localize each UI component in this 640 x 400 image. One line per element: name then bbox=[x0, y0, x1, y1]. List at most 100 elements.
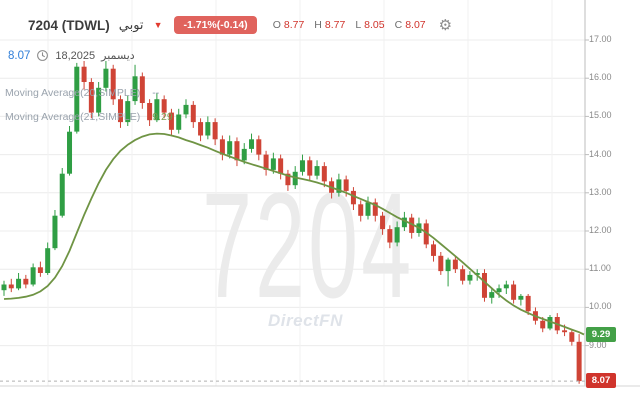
candle-body bbox=[103, 68, 109, 88]
candle-body bbox=[8, 284, 14, 289]
candle-body bbox=[212, 122, 218, 140]
candle-body bbox=[452, 259, 458, 270]
candle-body bbox=[292, 171, 298, 186]
candle-body bbox=[278, 158, 284, 174]
candle-body bbox=[474, 273, 480, 275]
candle-body bbox=[168, 112, 174, 130]
open-value: 8.77 bbox=[283, 19, 305, 31]
symbol-dropdown-caret-icon[interactable]: ▼ bbox=[153, 20, 163, 30]
candle-body bbox=[96, 87, 102, 113]
candle-body bbox=[299, 160, 305, 172]
candle-body bbox=[67, 131, 73, 174]
candle-body bbox=[176, 114, 182, 130]
candle-body bbox=[88, 82, 94, 113]
indicator-legend-ma20[interactable]: Moving Average(20,SIMPLE) -- bbox=[5, 87, 159, 99]
candle-body bbox=[307, 160, 313, 176]
candle-body bbox=[350, 190, 356, 205]
candle-body bbox=[569, 332, 575, 342]
candle-body bbox=[110, 68, 116, 100]
high-label: H bbox=[314, 19, 322, 31]
candle-body bbox=[562, 330, 568, 333]
moving-average-line bbox=[3, 132, 585, 336]
indicator-label: Moving Average(21,SIMPLE) bbox=[5, 111, 141, 123]
candle-body bbox=[409, 217, 415, 233]
candle-body bbox=[576, 341, 582, 382]
candle-body bbox=[336, 179, 342, 193]
candle-body bbox=[81, 66, 87, 82]
symbol-watermark: 7204 bbox=[202, 161, 415, 329]
candle-body bbox=[460, 269, 466, 281]
candle-body bbox=[496, 288, 502, 293]
indicator-legend-ma21[interactable]: Moving Average(21,SIMPLE) 9.29 bbox=[5, 111, 173, 123]
candle-body bbox=[321, 166, 327, 182]
candle-body bbox=[394, 227, 400, 243]
candle-body bbox=[270, 158, 276, 170]
candle-body bbox=[372, 202, 378, 216]
indicator-value: -- bbox=[152, 87, 160, 99]
candle-body bbox=[45, 248, 51, 273]
candle-body bbox=[190, 104, 196, 123]
brand-watermark: DirectFN bbox=[268, 311, 343, 330]
candle-body bbox=[511, 284, 517, 300]
symbol-name-arabic[interactable]: توبي bbox=[118, 17, 144, 32]
candle-body bbox=[30, 267, 36, 285]
candle-body bbox=[52, 215, 58, 249]
candle-body bbox=[249, 139, 255, 149]
indicator-value: 9.29 bbox=[152, 111, 173, 123]
candle-body bbox=[23, 278, 29, 285]
candle-body bbox=[547, 317, 553, 329]
ohlc-readout: O 8.77 H 8.77 L 8.05 C 8.07 bbox=[273, 19, 426, 31]
high-value: 8.77 bbox=[324, 19, 346, 31]
candle-body bbox=[117, 99, 123, 123]
candle-body bbox=[205, 122, 211, 136]
candle-body bbox=[147, 103, 153, 121]
candle-body bbox=[198, 122, 204, 136]
candle-body bbox=[431, 244, 437, 256]
candle-body bbox=[503, 284, 509, 289]
clock-icon bbox=[37, 50, 49, 61]
candle-body bbox=[467, 274, 473, 281]
candle-body bbox=[481, 273, 487, 298]
candle-body bbox=[423, 223, 429, 245]
candle-body bbox=[227, 141, 233, 155]
candle-body bbox=[125, 101, 131, 123]
candle-body bbox=[387, 229, 393, 243]
candle-body bbox=[438, 255, 444, 272]
close-value: 8.07 bbox=[405, 19, 426, 31]
low-value: 8.05 bbox=[364, 19, 385, 31]
candle-body bbox=[365, 202, 371, 216]
candle-body bbox=[16, 278, 22, 289]
candle-body bbox=[241, 148, 247, 161]
last-price-value: 8.07 bbox=[8, 49, 31, 62]
settings-gear-icon[interactable]: ⚙ bbox=[438, 17, 453, 34]
candle-body bbox=[263, 154, 269, 170]
open-label: O bbox=[272, 19, 281, 31]
candle-body bbox=[59, 173, 65, 216]
candle-body bbox=[525, 295, 531, 312]
candle-body bbox=[234, 141, 240, 161]
date-month-arabic: ديسمبر bbox=[101, 50, 135, 62]
candle-body bbox=[343, 179, 349, 191]
candle-body bbox=[314, 166, 320, 176]
candle-body bbox=[285, 173, 291, 186]
candle-body bbox=[154, 99, 160, 121]
symbol-code[interactable]: 7204 (TDWL) bbox=[28, 17, 110, 33]
price-time-row: 8.07 18,2025 ديسمبر bbox=[8, 49, 135, 63]
candle-body bbox=[445, 259, 451, 272]
candle-body bbox=[139, 76, 145, 103]
candle-body bbox=[358, 204, 364, 216]
candle-body bbox=[1, 284, 7, 291]
candle-body bbox=[256, 139, 262, 155]
close-label: C bbox=[394, 19, 403, 31]
candle-body bbox=[489, 292, 495, 298]
candle-body bbox=[401, 217, 407, 228]
candle-body bbox=[161, 99, 167, 113]
candle-body bbox=[37, 267, 43, 273]
candle-body bbox=[518, 295, 524, 300]
candle-body bbox=[74, 66, 80, 132]
candle-body bbox=[219, 139, 225, 155]
candle-body bbox=[183, 104, 189, 115]
